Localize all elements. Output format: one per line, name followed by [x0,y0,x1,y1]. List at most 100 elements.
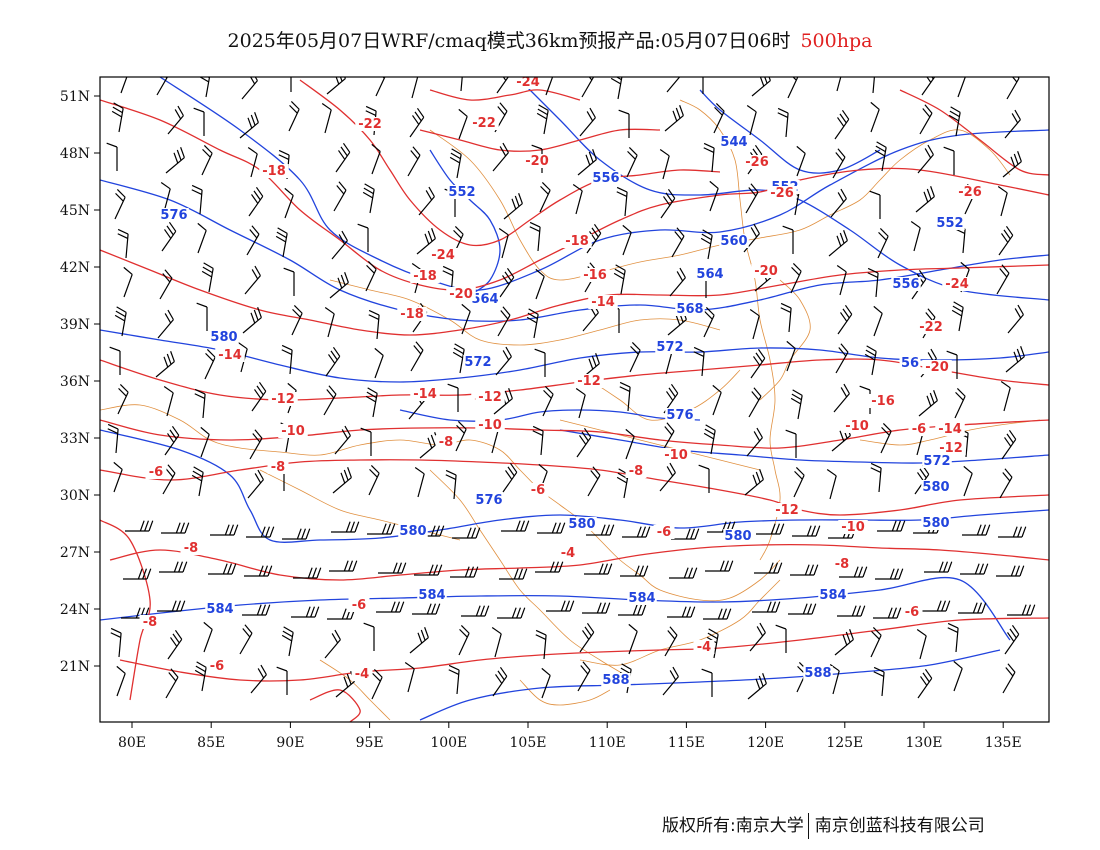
wind-barb [502,462,518,493]
height-contour-line [419,649,1001,721]
wind-barb [241,77,258,100]
wind-barb [787,77,799,99]
wind-barb [404,662,415,693]
wind-barb [1002,151,1022,178]
temperature-contour-label-bg [574,374,604,388]
temperature-contour-label-bg [428,248,458,262]
wind-barb [332,467,352,494]
wind-barb [705,560,734,572]
wind-barb [873,607,902,619]
wind-barb [208,563,237,575]
temperature-contour-label-bg [446,287,476,301]
wind-barb [159,269,173,300]
wind-barb [671,227,685,258]
wind-barb [788,603,817,615]
height-contour-label: 580 [399,524,426,539]
temperature-contour-label: -4 [697,640,711,655]
wind-barb [251,381,267,412]
wind-barb [123,568,152,580]
lon-tick-label: 90E [276,735,304,751]
wind-barb [754,562,783,574]
temperature-contour-label: -14 [938,422,962,437]
wind-barb [626,147,638,178]
wind-barb [667,606,696,618]
wind-barb [1006,77,1020,100]
wind-barb [461,605,490,617]
temperature-contour-label-bg [469,116,499,130]
wind-barb [545,77,554,96]
wind-barb [491,627,502,658]
wind-barb [749,309,760,340]
temperature-contour-labels: -24-22 -22-18-20 -26-26 -26-24-18-16-14-20-… [139,75,985,682]
wind-barb [539,182,551,213]
height-contour-label: 552 [936,216,963,231]
temperature-contour-line [419,128,661,152]
wind-barb [416,228,436,255]
height-contour-label: 556 [892,277,919,292]
wind-barb [114,189,126,220]
wind-barb [324,629,341,659]
wind-barb [247,147,258,178]
height-contour-label: 564 [471,292,498,307]
wind-barb [872,77,876,94]
wind-barb [659,462,676,492]
wind-barb [275,227,288,258]
temperature-contour-label: -20 [449,287,473,302]
wind-barb [159,561,188,573]
wind-barb [242,604,271,616]
wind-barb [963,465,973,497]
wind-barb [703,608,732,620]
wind-barb [164,425,180,456]
temperature-contour-label: -8 [184,541,198,556]
title-main: 2025年05月07日WRF/cmaq模式36km预报产品:05月07日06时 [227,30,791,52]
temperature-contour-label-bg [916,320,946,334]
temperature-contour-label: -12 [271,392,295,407]
map-plot-area [100,77,1049,722]
wind-barb [579,107,596,137]
wind-barb [1007,304,1024,334]
temperature-contour-label-bg [838,520,868,534]
copyright-owner: 版权所有:南京大学 [662,816,804,836]
wind-barb [246,526,275,538]
height-contour-label: 584 [628,591,655,606]
temperature-contour-label: -10 [841,520,865,535]
temperature-contour-label: -8 [271,460,285,475]
height-contour-label-bg [818,588,848,602]
temperature-contour-label-bg [145,465,167,479]
temperature-contour-line [899,89,1049,176]
temperature-contour-label: -24 [516,75,540,90]
height-contour-label: 576 [475,493,502,508]
wind-barb [368,465,380,496]
wind-barb [378,562,407,574]
wind-barb [362,183,375,214]
lon-tick-label: 85E [197,735,225,751]
wind-barb [746,105,757,136]
temperature-contour-label: -4 [355,667,369,682]
wind-barb [291,606,320,618]
wind-barb [662,666,679,696]
height-contour-label: 580 [210,330,237,345]
height-contour-line [519,79,1049,301]
height-contour-label: 544 [720,135,747,150]
wind-barb [452,343,465,374]
temperature-contour-label-bg [588,295,618,309]
wind-barb [790,263,802,294]
height-contour-label: 584 [206,602,233,617]
lat-tick-label: 33N [60,431,90,447]
wind-barb [629,342,641,373]
wind-barb [916,629,927,660]
temperature-contour-label-bg [653,525,675,539]
wind-barb [669,567,698,579]
wind-barb [449,148,462,179]
height-contour-label-bg [474,493,504,507]
wind-barb [191,184,203,215]
height-contour-label-bg [719,234,749,248]
boundary-line [759,279,811,401]
height-contour-label: 552 [448,185,475,200]
wind-barb [125,520,154,532]
temperature-contour-label-bg [215,348,245,362]
wind-barb [250,664,267,694]
temperature-contour-label: -8 [439,435,453,450]
temperature-contour-label-bg [625,464,647,478]
temperature-contour-label: -22 [472,116,496,131]
